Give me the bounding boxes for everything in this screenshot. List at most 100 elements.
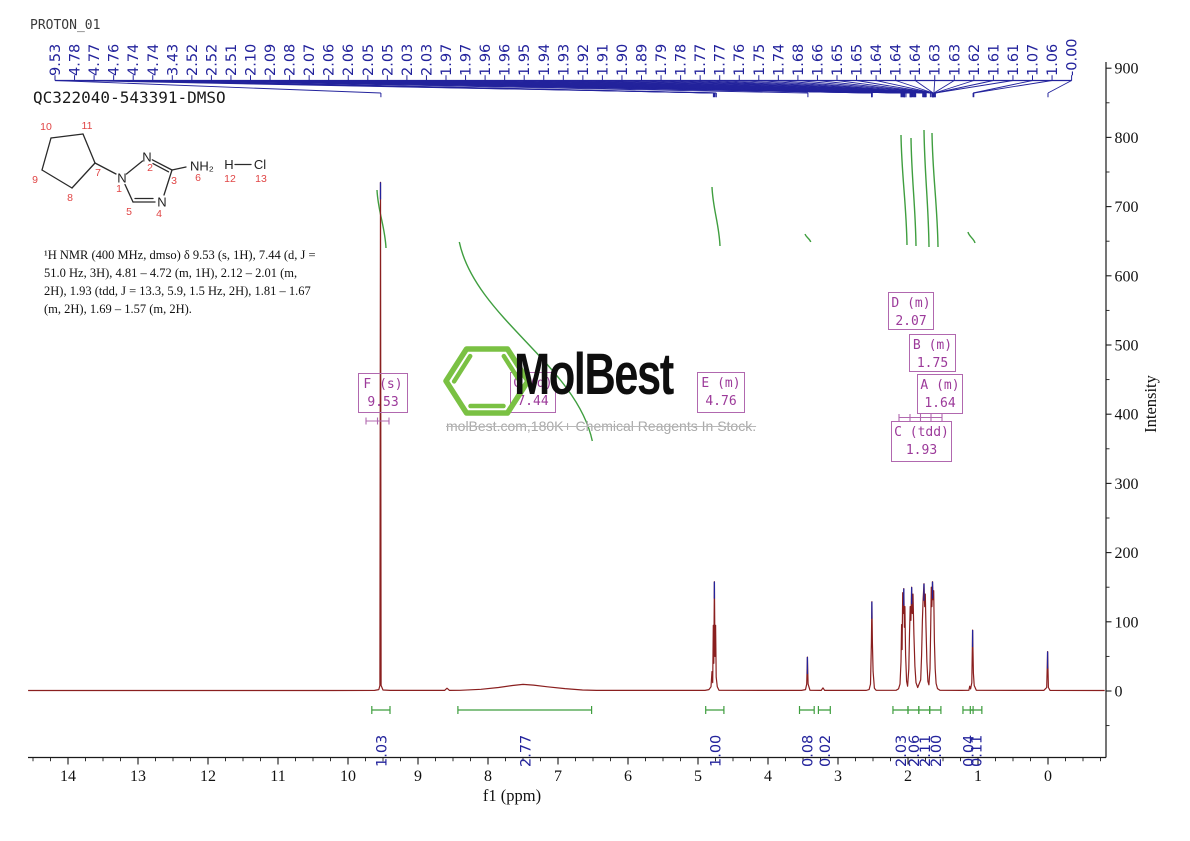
- x-tick-label: 6: [624, 768, 632, 785]
- peak-shift-label: 1.65: [830, 44, 846, 76]
- peak-shift-label: 1.93: [556, 44, 572, 76]
- y-tick-label: 800: [1115, 130, 1139, 147]
- assignment-box-c: C (tdd) 1.93: [891, 421, 952, 462]
- assignment-box-e: E (m) 4.76: [697, 372, 745, 413]
- assignment-shift: 1.93: [905, 442, 938, 458]
- peak-shift-label: 1.64: [869, 44, 885, 76]
- integral-value: 2.03: [894, 735, 910, 767]
- assignment-label: D (m): [891, 296, 931, 311]
- peak-shift-label: 1.77: [713, 44, 729, 76]
- assignment-box-f: F (s) 9.53: [358, 373, 408, 413]
- spectrum-trace: [28, 181, 1105, 692]
- x-tick-label: 10: [340, 768, 356, 785]
- peak-shift-label: 1.75: [752, 44, 768, 76]
- atom-number: 9: [32, 174, 38, 186]
- y-axis: 900 800 700 600 500 400 300 200 100 0 Intensity: [1105, 61, 1160, 758]
- x-tick-label: 13: [130, 768, 146, 785]
- peak-shift-label: 1.63: [928, 44, 944, 76]
- x-tick-label: 2: [904, 768, 912, 785]
- peak-shift-label: 4.76: [107, 44, 123, 76]
- hexagon-outline: [443, 346, 531, 416]
- peak-connector: [935, 80, 994, 94]
- bond: [152, 162, 170, 173]
- peak-shift-label: 2.07: [302, 44, 318, 76]
- peak-shift-label: 1.78: [674, 44, 690, 76]
- atom-label: NH₂: [190, 159, 214, 174]
- peak-shift-label: 1.61: [1006, 44, 1022, 76]
- integral-curve: [804, 233, 812, 243]
- integral-value: 1.00: [708, 735, 724, 767]
- multiplet-markers: [365, 414, 943, 425]
- bond: [94, 162, 117, 175]
- peak-shift-label: 1.92: [576, 44, 592, 76]
- peak-connector: [797, 80, 931, 94]
- peak-shift-label: 1.90: [615, 44, 631, 76]
- peak-shift-label: 1.07: [1026, 44, 1042, 76]
- integral-value: 0.02: [818, 735, 834, 767]
- atom-number: 6: [195, 172, 201, 184]
- hexagon-inner-bond: [501, 353, 523, 384]
- integral-value: 0.11: [970, 735, 986, 767]
- peak-shift-label: 1.94: [537, 44, 553, 76]
- atom-number: 11: [82, 120, 93, 132]
- peak-shift-label: 1.61: [986, 44, 1002, 76]
- watermark-tagline: molBest.com,180K+ Chemical Reagents In S…: [446, 418, 757, 434]
- bond: [41, 137, 52, 171]
- peak-shift-label: 1.65: [850, 44, 866, 76]
- bond: [82, 133, 96, 164]
- atom-label: N: [157, 195, 166, 210]
- atom-number: 12: [224, 173, 236, 185]
- y-tick-label: 700: [1115, 199, 1139, 216]
- peak-shift-label: 1.68: [791, 44, 807, 76]
- atom-number: 4: [156, 208, 162, 220]
- y-tick-label: 400: [1115, 407, 1139, 424]
- x-tick-label: 11: [270, 768, 285, 785]
- peak-shift-label: 1.06: [1045, 44, 1061, 76]
- integral-curve: [923, 129, 930, 248]
- bond: [124, 183, 134, 203]
- peak-shift-label: 1.64: [908, 44, 924, 76]
- bond: [171, 166, 187, 171]
- y-tick-label: 200: [1115, 545, 1139, 562]
- peak-shift-label: 1.96: [498, 44, 514, 76]
- peak-connector: [817, 80, 932, 94]
- peak-shift-label: 1.91: [595, 44, 611, 76]
- integral-curve: [931, 132, 939, 248]
- x-tick-label: 9: [414, 768, 422, 785]
- atom-label: H: [224, 157, 233, 172]
- peak-shift-label: 2.08: [283, 44, 299, 76]
- peak-shift-label: 2.03: [400, 44, 416, 76]
- peak-connector: [54, 80, 381, 94]
- peak-connector: [836, 80, 933, 94]
- nmr-citation-text: ¹H NMR (400 MHz, dmso) δ 9.53 (s, 1H), 7…: [44, 248, 316, 317]
- integral-curve: [900, 134, 908, 246]
- y-tick-label: 300: [1115, 476, 1139, 493]
- y-tick-label: 500: [1115, 338, 1139, 355]
- bond: [163, 169, 173, 196]
- peak-shift-label: 1.95: [517, 44, 533, 76]
- peak-shift-label: 2.51: [224, 44, 240, 76]
- assignment-shift: 1.64: [924, 395, 956, 411]
- peak-connector: [935, 80, 1014, 94]
- x-tick-label: 1: [974, 768, 982, 785]
- peak-shift-label: 2.05: [361, 44, 377, 76]
- assignment-shift: 7.44: [517, 393, 549, 409]
- integral-curves: [376, 129, 976, 442]
- atom-number: 1: [116, 183, 122, 195]
- peak-shift-label: 1.63: [947, 44, 963, 76]
- atom-number: 10: [40, 121, 52, 133]
- peak-connector: [778, 80, 927, 94]
- peak-connector: [933, 80, 936, 94]
- peak-shift-label: 2.06: [341, 44, 357, 76]
- peak-shift-label: 3.43: [165, 44, 181, 76]
- peak-shift-label: 1.77: [693, 44, 709, 76]
- bond: [71, 162, 96, 189]
- y-axis-title: Intensity: [1141, 374, 1160, 432]
- peak-shift-label: 1.62: [967, 44, 983, 76]
- assignment-box-d: D (m) 2.07: [888, 292, 934, 330]
- peak-connector: [876, 80, 934, 94]
- peak-shift-label: 9.53: [48, 44, 64, 76]
